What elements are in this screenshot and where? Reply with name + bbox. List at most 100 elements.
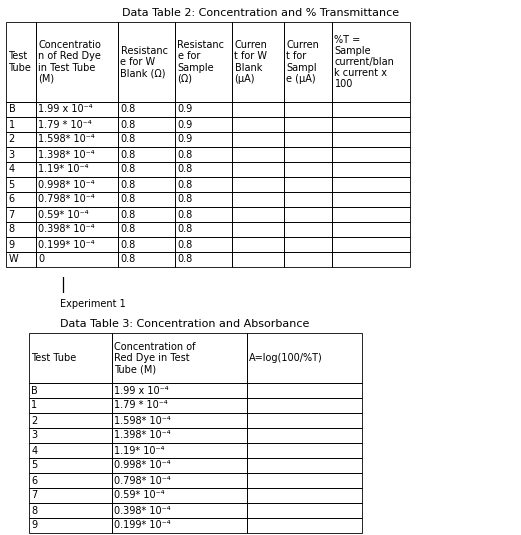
Bar (246, 473, 362, 488)
Text: 0.8: 0.8 (178, 149, 193, 159)
Bar (332, 222, 410, 237)
Bar (36, 177, 118, 192)
Bar (332, 102, 410, 117)
Bar (232, 102, 284, 117)
Text: 0.8: 0.8 (120, 180, 136, 189)
Bar (175, 222, 232, 237)
Text: 2: 2 (8, 134, 15, 144)
Text: Experiment 1: Experiment 1 (60, 299, 126, 309)
Text: B: B (8, 104, 15, 114)
Bar (232, 192, 284, 207)
Text: 1.598* 10⁻⁴: 1.598* 10⁻⁴ (39, 134, 95, 144)
Bar (175, 22, 232, 102)
Text: Curren
t for W
Blank
(μA): Curren t for W Blank (μA) (234, 40, 267, 84)
Bar (246, 333, 362, 383)
Bar (36, 147, 118, 162)
Bar (175, 162, 232, 177)
Bar (232, 252, 284, 267)
Bar (118, 237, 175, 252)
Bar (332, 237, 410, 252)
Bar (36, 252, 118, 267)
Text: 0: 0 (39, 255, 45, 264)
Text: 8: 8 (8, 225, 15, 234)
Bar (175, 237, 232, 252)
Bar (175, 102, 232, 117)
Bar (175, 252, 232, 267)
Bar (246, 428, 362, 443)
Bar (284, 147, 332, 162)
Bar (332, 252, 410, 267)
Text: Concentration of
Red Dye in Test
Tube (M): Concentration of Red Dye in Test Tube (M… (114, 342, 196, 374)
Bar (284, 132, 332, 147)
Bar (29, 413, 111, 428)
Bar (175, 192, 232, 207)
Bar (111, 428, 246, 443)
Bar (6, 132, 36, 147)
Text: 9: 9 (8, 240, 15, 249)
Bar (118, 22, 175, 102)
Text: 6: 6 (8, 195, 15, 204)
Bar (118, 117, 175, 132)
Text: Curren
t for
Sampl
e (μA): Curren t for Sampl e (μA) (287, 40, 319, 84)
Bar (36, 237, 118, 252)
Bar (6, 117, 36, 132)
Bar (6, 252, 36, 267)
Text: 7: 7 (31, 491, 38, 501)
Bar (36, 192, 118, 207)
Bar (6, 102, 36, 117)
Bar (118, 162, 175, 177)
Bar (111, 503, 246, 518)
Text: 1.99 x 10⁻⁴: 1.99 x 10⁻⁴ (114, 386, 169, 395)
Text: 3: 3 (31, 431, 38, 440)
Text: 0.798* 10⁻⁴: 0.798* 10⁻⁴ (114, 476, 171, 485)
Text: Concentratio
n of Red Dye
in Test Tube
(M): Concentratio n of Red Dye in Test Tube (… (39, 40, 102, 84)
Text: 0.998* 10⁻⁴: 0.998* 10⁻⁴ (39, 180, 95, 189)
Text: 0.8: 0.8 (120, 149, 136, 159)
Text: 1.398* 10⁻⁴: 1.398* 10⁻⁴ (39, 149, 95, 159)
Bar (118, 177, 175, 192)
Bar (6, 162, 36, 177)
Text: 0.8: 0.8 (178, 255, 193, 264)
Bar (232, 147, 284, 162)
Bar (232, 117, 284, 132)
Bar (332, 22, 410, 102)
Bar (6, 207, 36, 222)
Bar (29, 383, 111, 398)
Text: 5: 5 (31, 461, 38, 470)
Text: Resistanc
e for
Sample
(Ω): Resistanc e for Sample (Ω) (178, 40, 225, 84)
Bar (246, 503, 362, 518)
Text: 0.8: 0.8 (178, 225, 193, 234)
Bar (111, 413, 246, 428)
Bar (332, 162, 410, 177)
Bar (29, 443, 111, 458)
Text: 0.9: 0.9 (178, 134, 193, 144)
Bar (29, 428, 111, 443)
Text: Data Table 2: Concentration and % Transmittance: Data Table 2: Concentration and % Transm… (122, 8, 399, 18)
Text: 0.8: 0.8 (178, 195, 193, 204)
Text: 0.8: 0.8 (120, 195, 136, 204)
Bar (175, 132, 232, 147)
Bar (29, 503, 111, 518)
Text: 0.998* 10⁻⁴: 0.998* 10⁻⁴ (114, 461, 171, 470)
Bar (246, 398, 362, 413)
Text: 1.79 * 10⁻⁴: 1.79 * 10⁻⁴ (114, 401, 168, 410)
Bar (232, 22, 284, 102)
Bar (232, 207, 284, 222)
Text: Test Tube: Test Tube (31, 353, 77, 363)
Text: 1.598* 10⁻⁴: 1.598* 10⁻⁴ (114, 416, 171, 425)
Text: 1.398* 10⁻⁴: 1.398* 10⁻⁴ (114, 431, 171, 440)
Text: 0.398* 10⁻⁴: 0.398* 10⁻⁴ (114, 506, 171, 516)
Bar (332, 207, 410, 222)
Bar (111, 443, 246, 458)
Bar (29, 458, 111, 473)
Text: 0.8: 0.8 (120, 134, 136, 144)
Bar (284, 207, 332, 222)
Bar (246, 488, 362, 503)
Bar (6, 237, 36, 252)
Bar (232, 177, 284, 192)
Bar (36, 222, 118, 237)
Text: 0.8: 0.8 (120, 225, 136, 234)
Bar (29, 398, 111, 413)
Text: 0.59* 10⁻⁴: 0.59* 10⁻⁴ (39, 210, 89, 219)
Bar (284, 222, 332, 237)
